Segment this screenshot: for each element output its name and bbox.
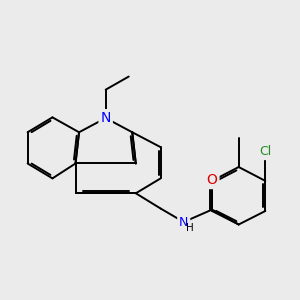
Text: N: N	[100, 111, 111, 125]
Text: O: O	[207, 173, 218, 187]
Text: H: H	[186, 224, 194, 233]
Text: N: N	[179, 215, 188, 229]
Text: Cl: Cl	[259, 145, 272, 158]
